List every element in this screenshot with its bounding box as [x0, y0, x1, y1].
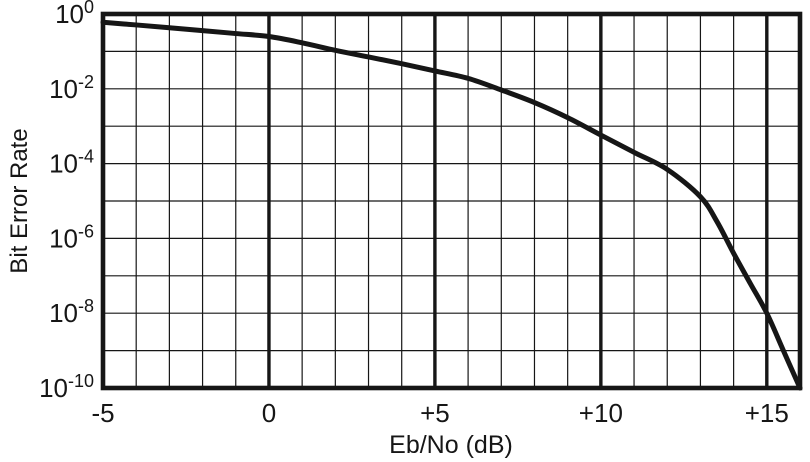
- gridlines-major: [267, 14, 769, 388]
- y-tick-label: 100: [55, 0, 94, 29]
- y-axis-tick-labels: 100 10-2 10-4 10-6 10-8 10-10: [39, 0, 94, 403]
- y-tick-label: 10-2: [49, 72, 94, 104]
- x-tick-label: +15: [745, 398, 789, 428]
- y-axis-title: Bit Error Rate: [6, 128, 33, 273]
- x-tick-label: -5: [91, 398, 114, 428]
- y-tick-label: 10-8: [49, 296, 94, 328]
- x-axis-tick-labels: -5 0 +5 +10 +15: [91, 398, 788, 428]
- plot-border: [100, 11, 803, 391]
- y-tick-label: 10-4: [49, 147, 94, 179]
- x-axis-title: Eb/No (dB): [389, 431, 513, 459]
- x-tick-label: +5: [420, 398, 450, 428]
- x-tick-label: 0: [262, 398, 276, 428]
- y-tick-label: 10-6: [49, 221, 94, 253]
- y-tick-label: 10-10: [39, 371, 94, 403]
- x-tick-label: +10: [579, 398, 623, 428]
- gridlines-minor: [103, 14, 800, 388]
- plot-frame: [100, 11, 803, 391]
- ber-curve: [100, 19, 803, 391]
- ber-curve-line: [100, 19, 803, 391]
